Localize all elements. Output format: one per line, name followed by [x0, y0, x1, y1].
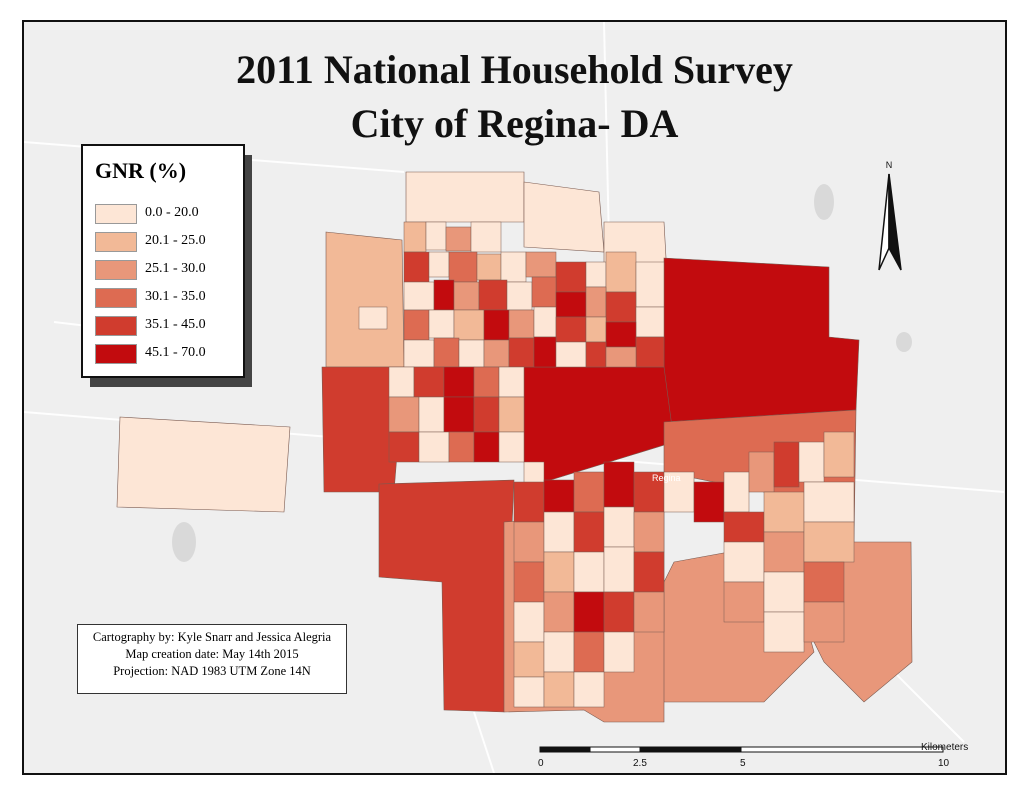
north-label: N [886, 160, 893, 170]
place-label: Regina [652, 473, 681, 483]
scale-tick: 2.5 [633, 758, 647, 769]
da-central [523, 366, 675, 483]
scale-tick: 5 [740, 758, 746, 769]
scale-unit: Kilometers [921, 742, 969, 753]
credits-projection: Projection: NAD 1983 UTM Zone 14N [113, 664, 311, 678]
legend-swatch [95, 344, 137, 364]
da-north [405, 171, 525, 223]
da-mosaic [358, 221, 855, 708]
credits-box: Cartography by: Kyle Snarr and Jessica A… [77, 624, 347, 694]
da-west-isolated [116, 416, 291, 513]
legend-swatch [95, 204, 137, 224]
scale-tick: 10 [938, 758, 950, 769]
legend-label: 30.1 - 35.0 [145, 289, 206, 304]
legend-title: GNR (%) [95, 158, 187, 183]
legend-swatch [95, 232, 137, 252]
legend-swatch [95, 288, 137, 308]
legend-swatch [95, 260, 137, 280]
da-northwest [325, 231, 405, 368]
legend-label: 0.0 - 20.0 [145, 205, 199, 220]
da-north-2 [523, 181, 605, 253]
scale-tick: 0 [538, 758, 544, 769]
credits-date: Map creation date: May 14th 2015 [125, 647, 299, 661]
legend: GNR (%) 0.0 - 20.0 20.1 - 25.0 25.1 - 30… [81, 144, 245, 378]
map-title-line1: 2011 National Household Survey [236, 47, 793, 92]
da-southwest [378, 479, 515, 713]
da-northeast [663, 257, 860, 423]
choropleth-map: Regina [24, 22, 1005, 773]
map-frame: Regina 2011 National Household Survey Ci… [22, 20, 1007, 775]
legend-label: 35.1 - 45.0 [145, 317, 206, 332]
north-arrow-icon: N [878, 160, 902, 271]
map-title-line2: City of Regina- DA [350, 101, 679, 146]
legend-swatch [95, 316, 137, 336]
legend-label: 20.1 - 25.0 [145, 233, 206, 248]
scale-bar [539, 746, 944, 753]
legend-label: 45.1 - 70.0 [145, 345, 206, 360]
legend-label: 25.1 - 30.0 [145, 261, 206, 276]
credits-authors: Cartography by: Kyle Snarr and Jessica A… [92, 630, 332, 644]
